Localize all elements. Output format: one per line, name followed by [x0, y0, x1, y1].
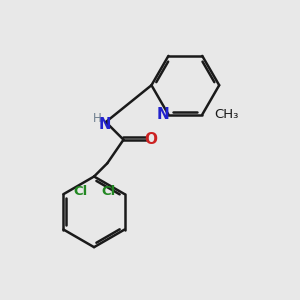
Text: N: N — [157, 107, 169, 122]
Text: Cl: Cl — [73, 185, 87, 198]
Text: CH₃: CH₃ — [214, 108, 239, 121]
Text: H: H — [93, 112, 102, 125]
Text: O: O — [144, 132, 158, 147]
Text: N: N — [99, 117, 111, 132]
Text: Cl: Cl — [101, 185, 115, 198]
